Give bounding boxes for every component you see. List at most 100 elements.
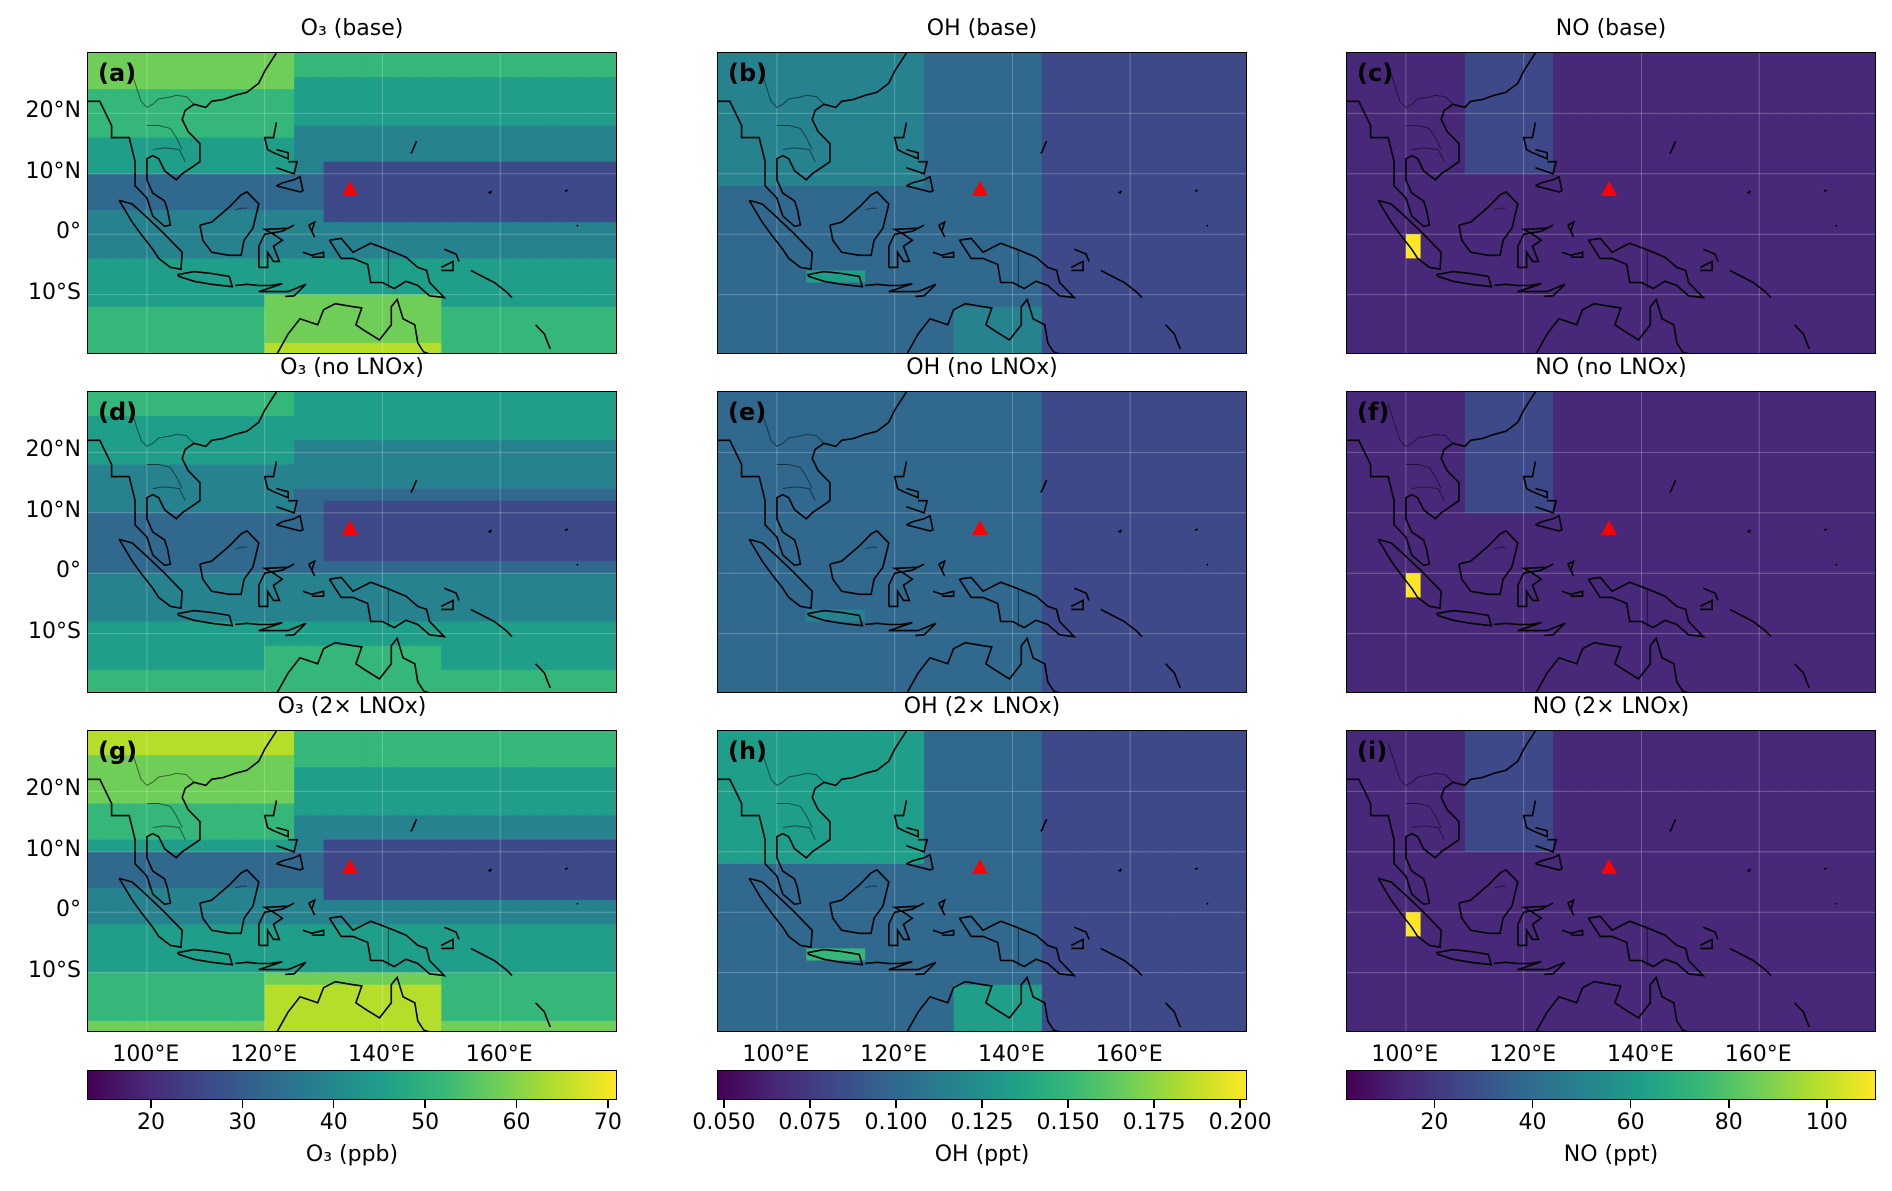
colorbar-tick-label: 50 [411, 1110, 440, 1135]
coastline [1746, 190, 1752, 195]
coastline [535, 663, 552, 689]
coastline [748, 199, 814, 271]
coastline [893, 122, 919, 160]
map-panel: (a) [87, 52, 617, 354]
coastline [235, 282, 307, 298]
coastline [1194, 867, 1199, 871]
coastline [1494, 282, 1566, 298]
coastline [1823, 528, 1828, 532]
coastline [1535, 160, 1558, 175]
coastline [564, 189, 569, 193]
panel-title: NO (base) [1555, 16, 1667, 41]
lon-label: 160°E [465, 1042, 533, 1067]
coastline [263, 461, 289, 499]
site-marker [1601, 520, 1618, 536]
coastline [1587, 237, 1706, 299]
colorbar-tick [1153, 1100, 1155, 1108]
country-border [146, 125, 183, 150]
panel-title: O₃ (2× LNOx) [277, 694, 427, 719]
coastline [308, 559, 317, 577]
coastline [938, 898, 947, 916]
coastline [470, 269, 513, 299]
coastline [176, 270, 234, 288]
coastline [1669, 818, 1677, 832]
site-marker [972, 181, 989, 197]
coastline [1669, 479, 1677, 493]
coastline [1040, 818, 1048, 832]
colorbar-tick [515, 1100, 518, 1108]
lat-label: 10°S [28, 618, 81, 644]
coastline [440, 260, 454, 272]
coastline [1206, 902, 1209, 905]
country-border [1405, 464, 1442, 489]
country-border [782, 94, 825, 105]
coastline [906, 499, 929, 514]
coastline [235, 960, 307, 976]
colorbar-tick-label: 80 [1714, 1110, 1743, 1135]
site-marker [972, 520, 989, 536]
lon-label: 140°E [977, 1042, 1045, 1067]
coastline [888, 563, 925, 608]
panel-title: O₃ (no LNOx) [280, 355, 424, 380]
coastline [1835, 224, 1838, 227]
colorbar-tick-label: 0.200 [1208, 1110, 1272, 1135]
coastline [1458, 190, 1519, 257]
coastline [1702, 587, 1719, 601]
coastline [176, 948, 234, 966]
country-border [1387, 742, 1413, 786]
coastline [1561, 590, 1584, 597]
coastline [1494, 960, 1566, 976]
coastline [806, 609, 864, 627]
country-border [776, 125, 813, 150]
colorbar-tick [1728, 1100, 1730, 1108]
panel-title: OH (2× LNOx) [903, 694, 1061, 719]
map-panel: (f) [1346, 391, 1876, 693]
coastline [1073, 587, 1090, 601]
lon-label: 160°E [1095, 1042, 1163, 1067]
country-border [782, 147, 816, 162]
country-border [1411, 94, 1454, 105]
coastline [258, 902, 295, 947]
colorbar-tick-label: 40 [319, 1110, 348, 1135]
lat-label: 10°S [28, 957, 81, 983]
country-border [1411, 147, 1445, 162]
coastline [906, 160, 929, 175]
coastline [276, 853, 304, 871]
country-border [152, 825, 186, 840]
coastline [893, 800, 919, 838]
lon-label: 120°E [860, 1042, 928, 1067]
map-canvas [1347, 731, 1875, 1031]
coastline [958, 576, 1077, 638]
coastline [328, 915, 447, 977]
country-border [1405, 125, 1442, 150]
coastline [443, 926, 460, 940]
colorbar-tick [607, 1100, 609, 1108]
coastline [576, 563, 579, 566]
coastline [1347, 53, 1537, 228]
coastline [1517, 224, 1554, 269]
coastline [748, 538, 814, 610]
coastline [263, 122, 289, 160]
colorbar [717, 1070, 1247, 1100]
country-border [152, 94, 195, 105]
coastline [1699, 599, 1713, 611]
coastline [276, 297, 430, 353]
colorbar [87, 1070, 617, 1100]
coastline [1206, 224, 1209, 227]
lat-label: 10°N [25, 497, 81, 523]
coastline [1070, 938, 1084, 950]
lat-label: 20°N [25, 437, 81, 463]
coastline [564, 867, 569, 871]
country-border [1387, 64, 1413, 108]
coastline [1458, 529, 1519, 596]
coastline [1729, 269, 1772, 299]
coastline [276, 838, 299, 853]
country-border [758, 64, 784, 108]
coastline [308, 220, 317, 238]
lon-label: 100°E [742, 1042, 810, 1067]
coastline [1835, 563, 1838, 566]
lon-label: 100°E [1371, 1042, 1439, 1067]
coastline [410, 818, 418, 832]
colorbar-tick [1239, 1100, 1241, 1108]
colorbar-tick-label: 40 [1518, 1110, 1547, 1135]
